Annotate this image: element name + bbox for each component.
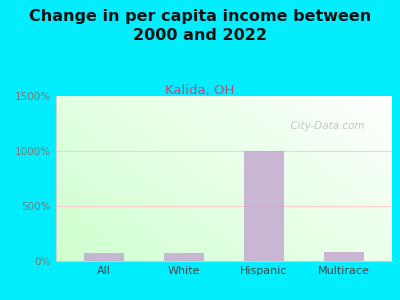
- Bar: [324, 252, 364, 261]
- Bar: [84, 253, 124, 261]
- Bar: [164, 253, 204, 261]
- Text: City-Data.com: City-Data.com: [284, 121, 365, 131]
- Text: Kalida, OH: Kalida, OH: [165, 84, 235, 97]
- Text: Change in per capita income between
2000 and 2022: Change in per capita income between 2000…: [29, 9, 371, 43]
- Bar: [244, 151, 284, 261]
